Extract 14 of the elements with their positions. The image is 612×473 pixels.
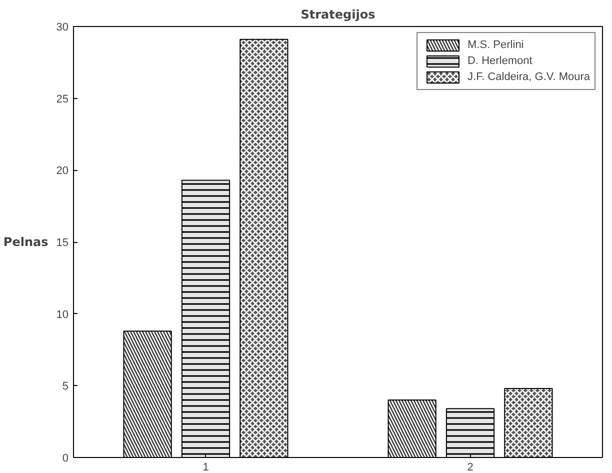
- y-tick-label: 15: [56, 237, 69, 249]
- y-tick-label: 10: [56, 308, 69, 321]
- y-tick-label: 0: [62, 452, 69, 464]
- y-tick-label: 20: [56, 165, 69, 178]
- y-tick-label: 30: [56, 22, 69, 34]
- legend-label: M.S. Perlini: [468, 39, 524, 51]
- y-tick-label: 5: [62, 380, 69, 393]
- legend-label: D. Herlemont: [468, 55, 532, 67]
- legend-label: J.F. Caldeira, G.V. Moura: [468, 71, 590, 83]
- x-tick-label: 1: [202, 462, 209, 473]
- y-axis-title: Pelnas: [3, 235, 48, 249]
- x-tick-label: 2: [467, 462, 474, 473]
- chart-title: Strategijos: [300, 8, 376, 22]
- y-tick-label: 25: [56, 93, 69, 106]
